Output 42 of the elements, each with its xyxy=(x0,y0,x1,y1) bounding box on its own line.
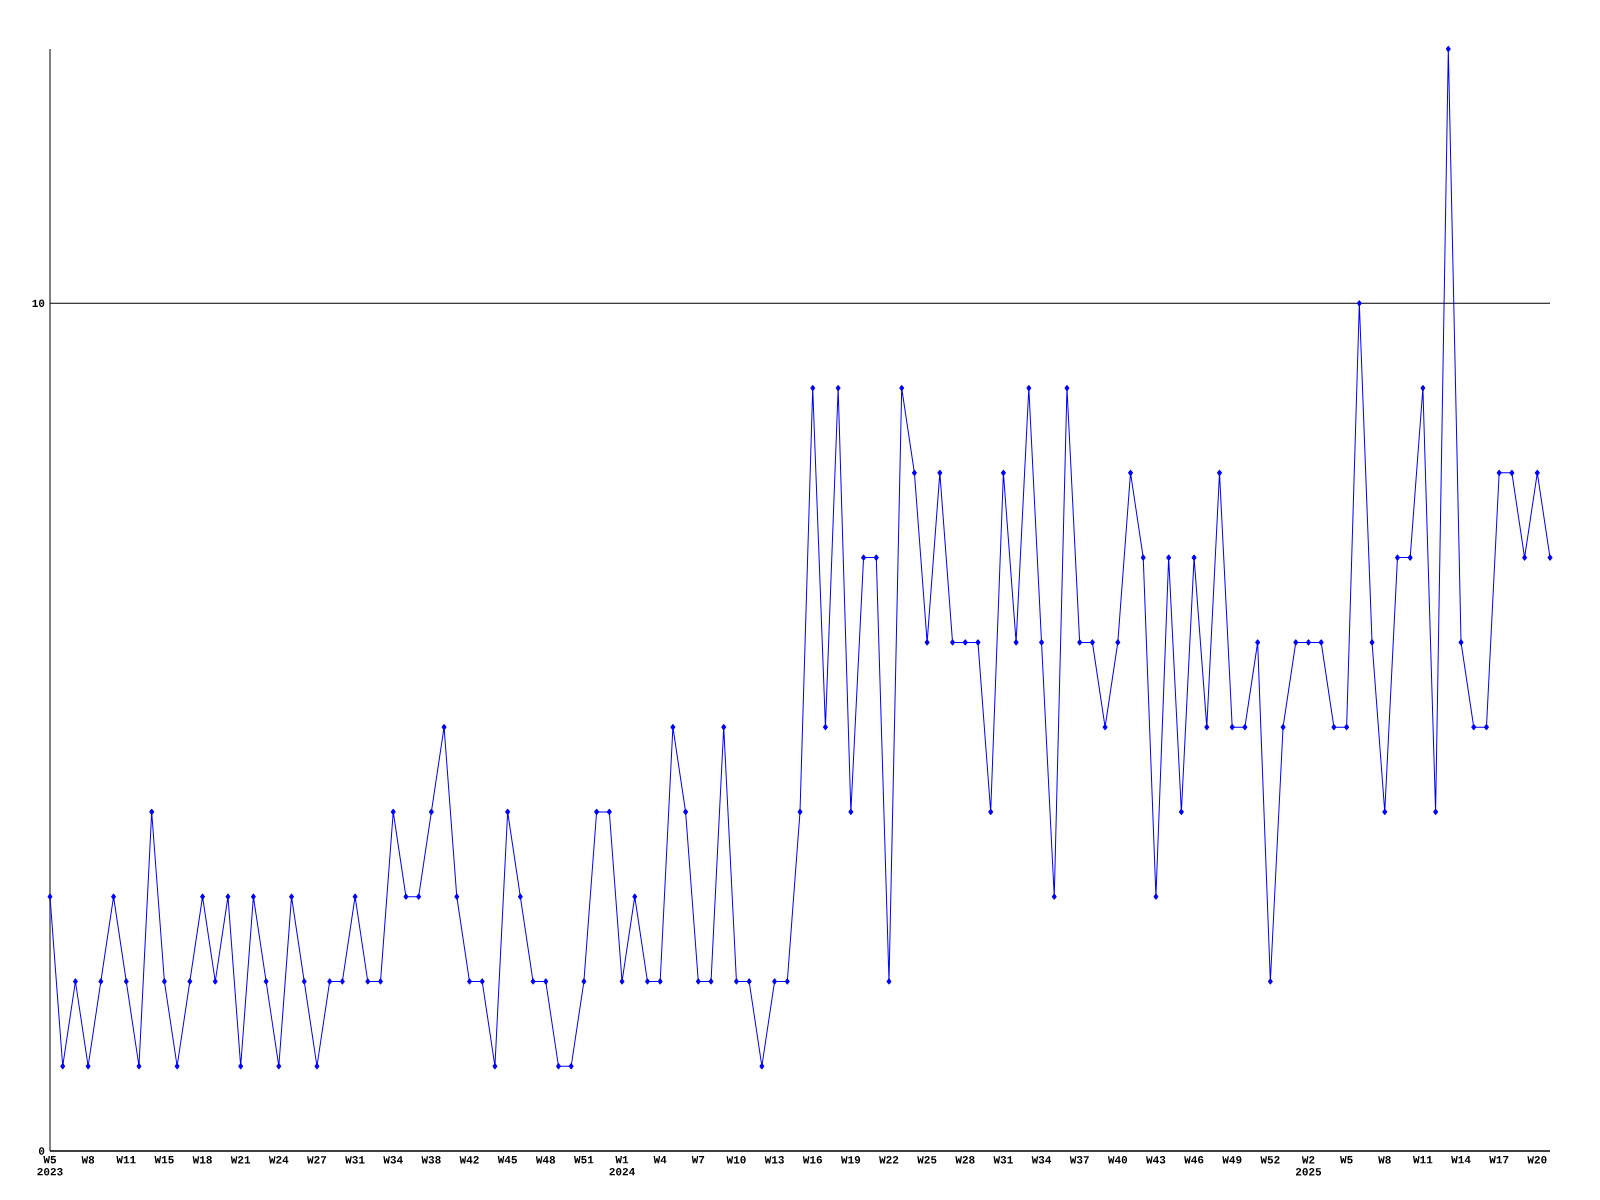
x-tick-label: W48 xyxy=(535,1156,556,1164)
x-tick-label: W19 xyxy=(840,1156,861,1164)
x-tick-label: W20 xyxy=(1527,1156,1547,1164)
x-tick-label: W18 xyxy=(192,1156,212,1164)
x-tick-label: W5 2023 xyxy=(37,1156,63,1176)
x-tick-label: W45 xyxy=(497,1156,517,1164)
x-tick-label: W52 xyxy=(1260,1156,1280,1164)
x-tick-label: W42 xyxy=(459,1156,479,1164)
x-tick-label: W11 xyxy=(1412,1156,1433,1164)
x-tick-label: W4 xyxy=(653,1156,667,1164)
x-tick-label: W46 xyxy=(1184,1156,1204,1164)
x-tick-label: W31 xyxy=(993,1156,1013,1164)
x-tick-label: W22 xyxy=(879,1156,899,1164)
x-tick-label: W25 xyxy=(917,1156,937,1164)
x-tick-label: W16 xyxy=(802,1156,823,1164)
y-tick-label: 0 xyxy=(38,1147,45,1155)
x-tick-label: W37 xyxy=(1069,1156,1089,1164)
x-tick-label: W21 xyxy=(230,1156,251,1164)
x-tick-label: W8 xyxy=(81,1156,95,1164)
x-tick-label: W14 xyxy=(1451,1156,1471,1164)
x-tick-label: W34 xyxy=(1031,1156,1052,1164)
x-tick-label: W28 xyxy=(955,1156,975,1164)
x-tick-label: W51 xyxy=(574,1156,594,1164)
x-tick-label: W13 xyxy=(764,1156,784,1164)
x-tick-label: W38 xyxy=(421,1156,441,1164)
x-tick-label: W43 xyxy=(1146,1156,1166,1164)
x-tick-label: W40 xyxy=(1107,1156,1128,1164)
x-tick-label: W11 xyxy=(116,1156,136,1164)
x-tick-label: W31 xyxy=(345,1156,365,1164)
x-tick-label: W15 xyxy=(154,1156,174,1164)
x-tick-label: W1 2024 xyxy=(609,1156,635,1176)
y-tick-label: 10 xyxy=(32,299,45,308)
x-tick-label: W8 xyxy=(1378,1156,1391,1164)
x-tick-label: W17 xyxy=(1489,1156,1509,1164)
x-tick-label: W7 xyxy=(691,1156,705,1164)
x-tick-label: W27 xyxy=(307,1156,327,1164)
x-tick-label: W49 xyxy=(1222,1156,1242,1164)
x-tick-label: W10 xyxy=(726,1156,746,1164)
x-tick-label: W24 xyxy=(268,1156,289,1164)
x-tick-label: W5 xyxy=(1340,1156,1353,1164)
x-tick-label: W2 2025 xyxy=(1295,1156,1322,1176)
x-tick-label: W34 xyxy=(383,1156,403,1164)
